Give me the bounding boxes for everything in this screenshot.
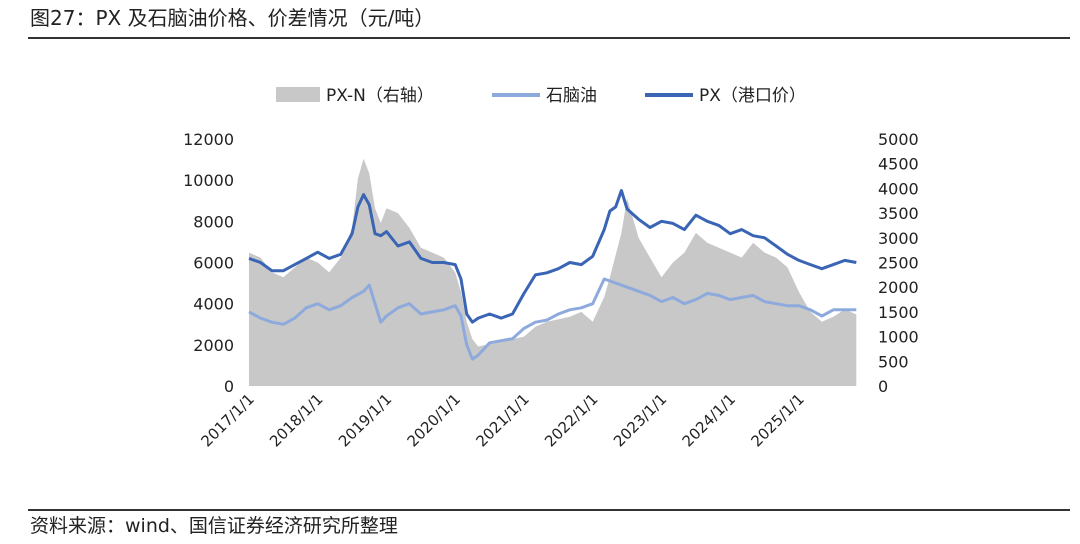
series-area-spread (249, 158, 857, 386)
y-right-tick-label: 3000 (878, 229, 919, 248)
x-tick-label: 2017/1/1 (197, 390, 257, 450)
y-right-tick-label: 2500 (878, 254, 919, 273)
legend-label-spread: PX-N（右轴） (326, 86, 434, 106)
x-tick-label: 2022/1/1 (541, 390, 601, 450)
x-tick-label: 2024/1/1 (679, 390, 739, 450)
y-right-tick-label: 2000 (878, 278, 919, 297)
y-left-tick-label: 8000 (193, 212, 234, 231)
x-tick-label: 2020/1/1 (404, 390, 464, 450)
x-tick-label: 2023/1/1 (610, 390, 670, 450)
y-right-tick-label: 500 (878, 352, 909, 371)
source-note: 资料来源：wind、国信证券经济研究所整理 (30, 515, 398, 537)
x-tick-label: 2021/1/1 (472, 390, 532, 450)
y-left-tick-label: 0 (224, 377, 234, 396)
y-left-tick-label: 2000 (193, 336, 234, 355)
y-right-tick-label: 1000 (878, 328, 919, 347)
x-tick-label: 2019/1/1 (335, 390, 395, 450)
x-tick-label: 2025/1/1 (747, 390, 807, 450)
y-right-tick-label: 4500 (878, 155, 919, 174)
top-rule (28, 37, 1070, 39)
legend-label-naphtha: 石脑油 (546, 86, 597, 106)
chart: PX-N（右轴） 石脑油 PX（港口价） 0 2000 4000 6000 8000 10… (183, 86, 919, 450)
y-left-tick-label: 12000 (183, 130, 234, 149)
plot-area (248, 158, 857, 386)
figure-title: 图27：PX 及石脑油价格、价差情况（元/吨） (30, 6, 435, 30)
series-line-px (248, 189, 857, 324)
x-tick-label: 2018/1/1 (266, 390, 326, 450)
y-left-tick-label: 4000 (193, 295, 234, 314)
legend-label-px: PX（港口价） (699, 86, 806, 106)
y-right-tick-label: 5000 (878, 130, 919, 149)
series-line-naphtha (248, 277, 857, 361)
legend-swatch-spread (276, 87, 320, 102)
y-right-tick-label: 4000 (878, 179, 919, 198)
y-left-tick-label: 6000 (193, 254, 234, 273)
bottom-rule (28, 509, 1070, 511)
y-left-tick-label: 10000 (183, 171, 234, 190)
y-right-tick-label: 1500 (878, 303, 919, 322)
y-right-tick-label: 0 (878, 377, 888, 396)
y-right-tick-label: 3500 (878, 204, 919, 223)
legend: PX-N（右轴） 石脑油 PX（港口价） (276, 86, 806, 106)
